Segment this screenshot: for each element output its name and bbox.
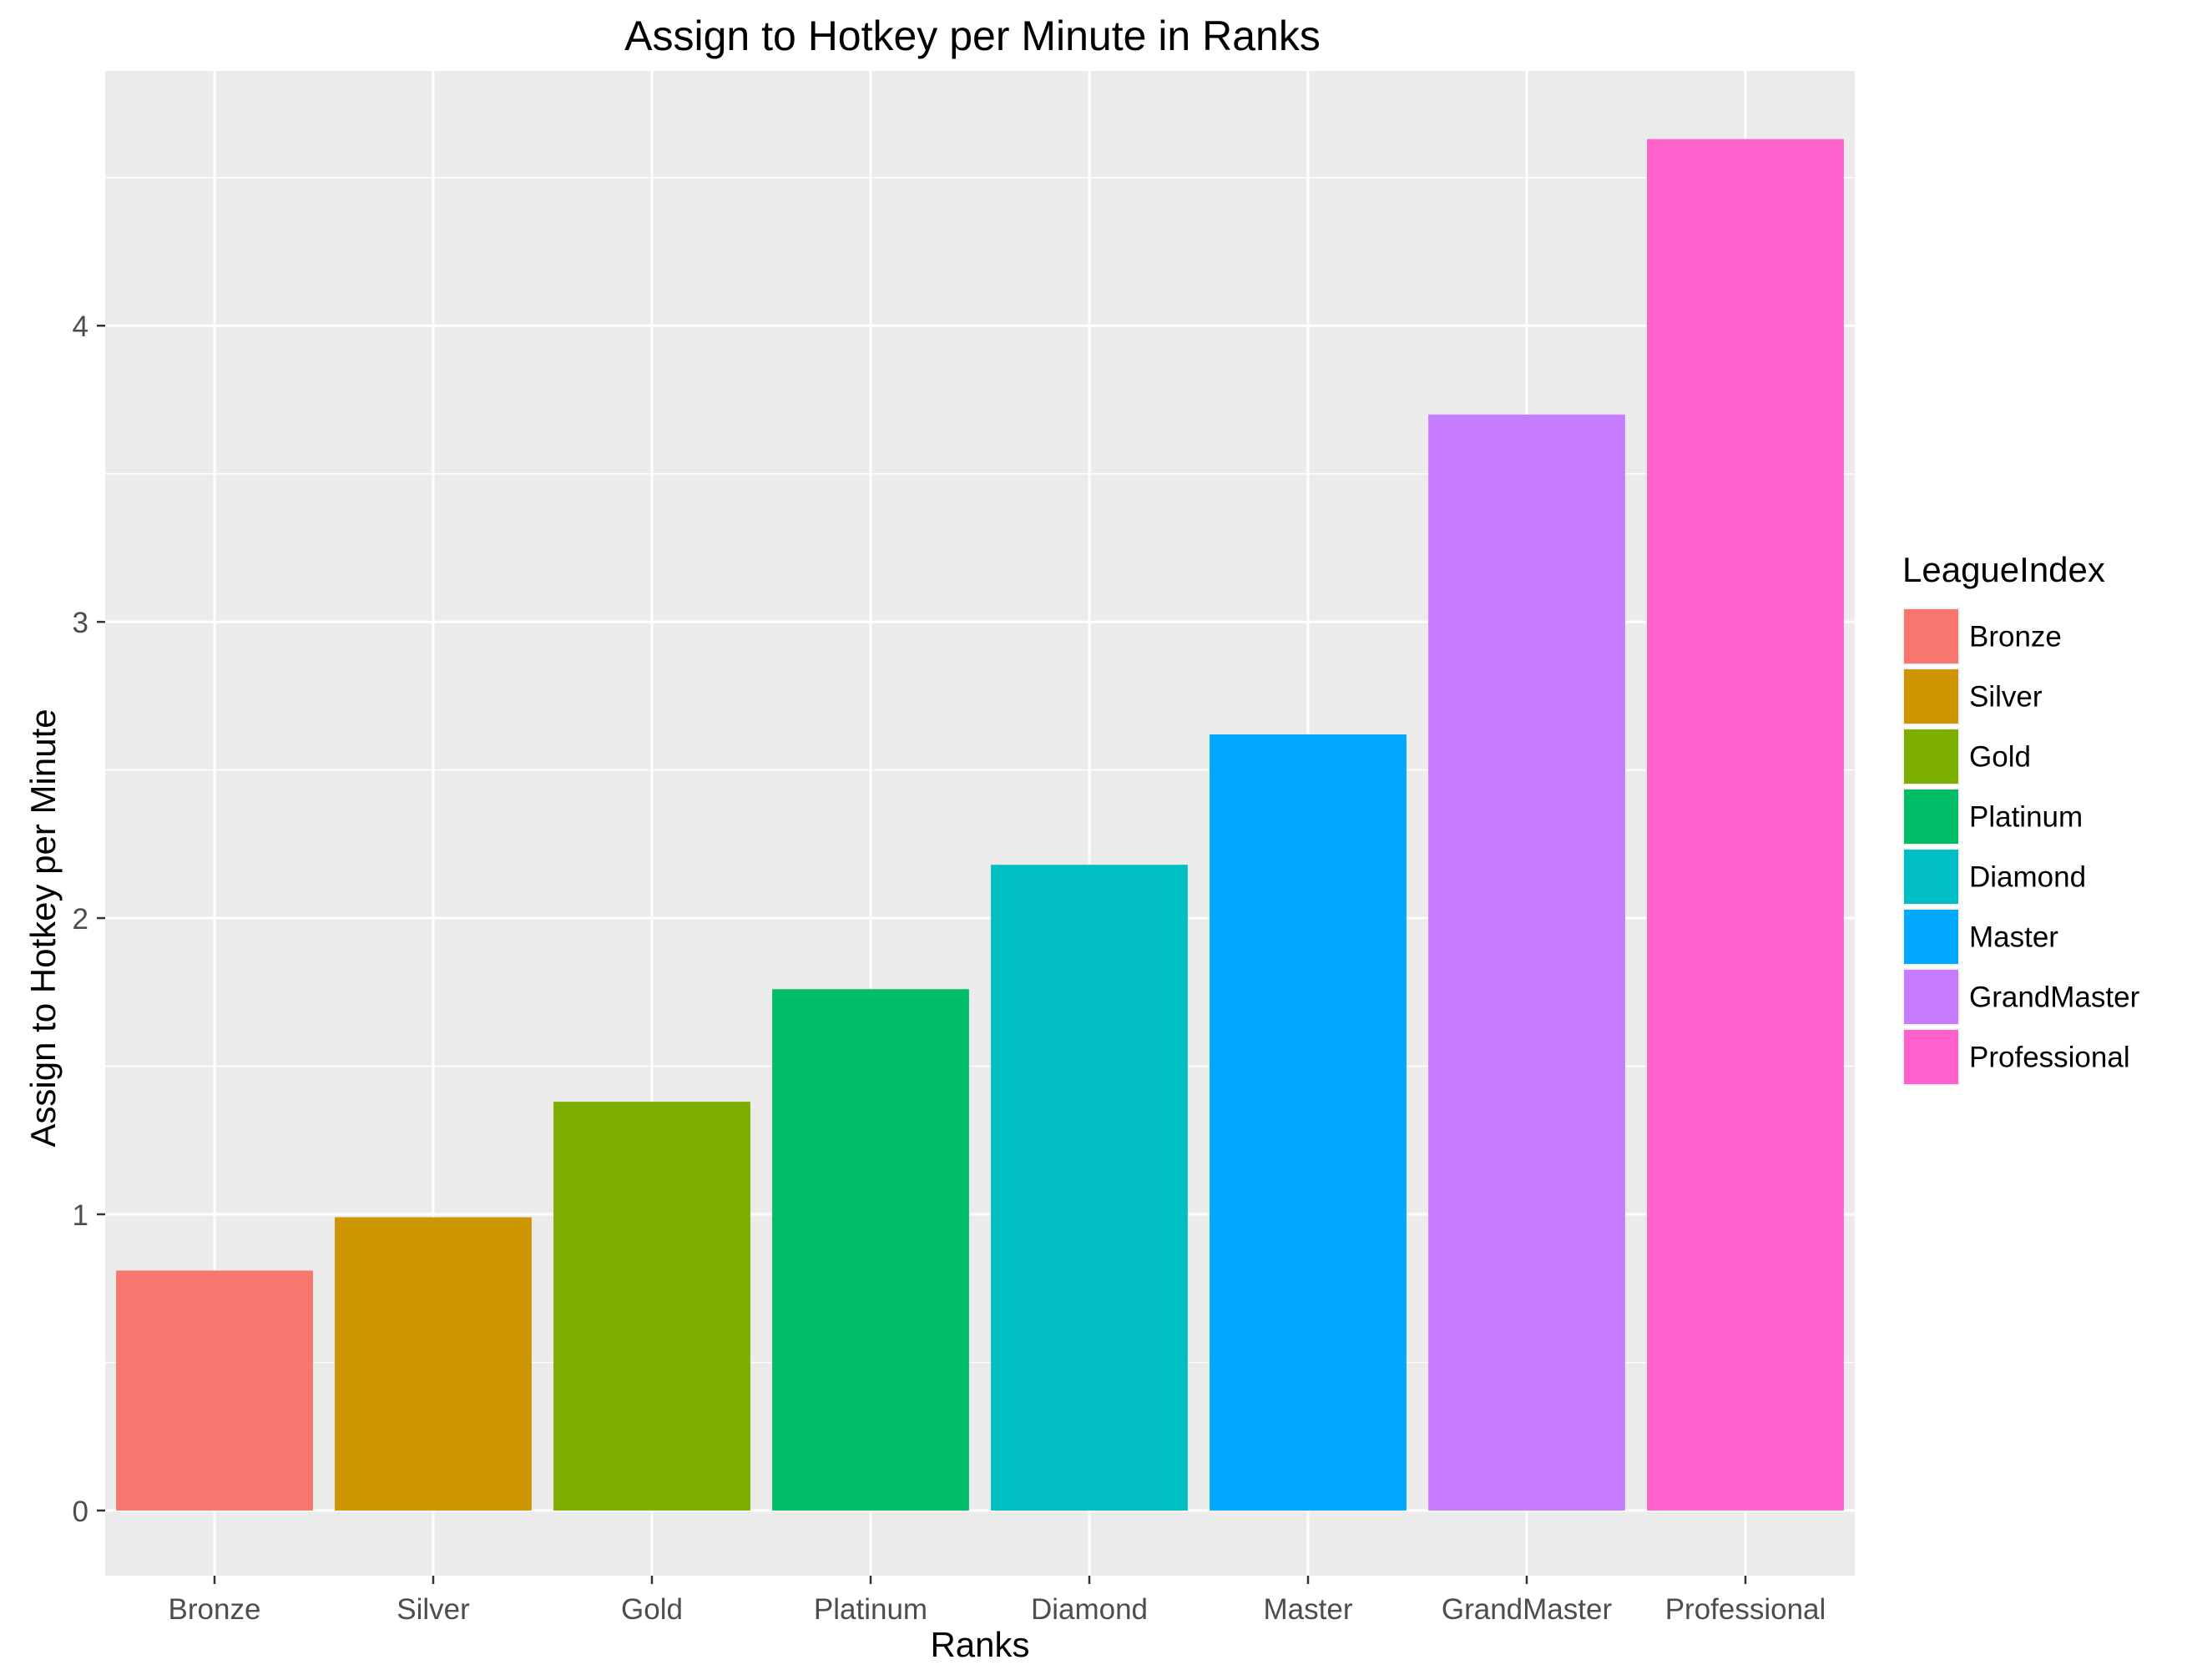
bar-grandmaster <box>1428 414 1625 1511</box>
legend-label: Master <box>1969 921 2058 954</box>
x-axis-title: Ranks <box>930 1625 1029 1664</box>
legend: LeagueIndex Bronze Silver Gold Platinum Diam… <box>1902 550 2140 1086</box>
bar-diamond <box>991 865 1188 1511</box>
legend-key-diamond <box>1904 850 1958 904</box>
legend-key-grandmaster <box>1904 970 1958 1024</box>
legend-key-platinum <box>1904 790 1958 844</box>
x-tick-label: Professional <box>1665 1593 1826 1626</box>
legend-key-bronze <box>1904 609 1958 663</box>
bar-silver <box>335 1217 532 1511</box>
y-tick-label: 2 <box>73 903 88 936</box>
legend-title: LeagueIndex <box>1902 550 2105 589</box>
bar-master <box>1210 734 1407 1511</box>
x-tick-label: Bronze <box>169 1593 261 1626</box>
bar-platinum <box>772 989 969 1511</box>
legend-label: Platinum <box>1969 801 2083 834</box>
x-tick-label: Diamond <box>1031 1593 1148 1626</box>
legend-key-professional <box>1904 1030 1958 1084</box>
y-tick-label: 1 <box>73 1199 88 1232</box>
bar-bronze <box>116 1270 313 1511</box>
x-tick-label: Platinum <box>814 1593 927 1626</box>
y-tick-label: 0 <box>73 1496 88 1528</box>
legend-key-master <box>1904 910 1958 964</box>
legend-label: Bronze <box>1969 621 2062 653</box>
x-axis: Bronze Silver Gold Platinum Diamond Master Gra… <box>169 1576 1826 1626</box>
y-axis-title: Assign to Hotkey per Minute <box>23 709 63 1147</box>
legend-label: Silver <box>1969 681 2043 714</box>
bars <box>116 139 1844 1511</box>
legend-key-gold <box>1904 729 1958 784</box>
bar-professional <box>1647 139 1844 1511</box>
legend-label: GrandMaster <box>1969 981 2140 1014</box>
legend-label: Gold <box>1969 741 2031 774</box>
y-tick-label: 4 <box>73 310 88 343</box>
bar-gold <box>553 1102 750 1511</box>
legend-keys: Bronze Silver Gold Platinum Diamond Master Gra… <box>1902 608 2140 1086</box>
legend-key-silver <box>1904 669 1958 724</box>
x-tick-label: GrandMaster <box>1442 1593 1613 1626</box>
legend-label: Professional <box>1969 1042 2130 1074</box>
x-tick-label: Master <box>1264 1593 1353 1626</box>
y-axis: 0 1 2 3 4 <box>73 310 105 1528</box>
chart-title: Assign to Hotkey per Minute in Ranks <box>624 13 1321 59</box>
y-tick-label: 3 <box>73 607 88 639</box>
x-tick-label: Gold <box>621 1593 683 1626</box>
x-tick-label: Silver <box>396 1593 470 1626</box>
legend-label: Diamond <box>1969 861 2086 894</box>
